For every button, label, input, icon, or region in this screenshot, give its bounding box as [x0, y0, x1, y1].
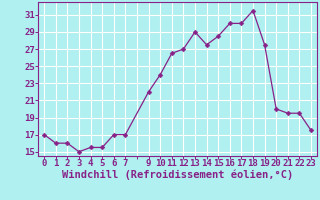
X-axis label: Windchill (Refroidissement éolien,°C): Windchill (Refroidissement éolien,°C) [62, 170, 293, 180]
